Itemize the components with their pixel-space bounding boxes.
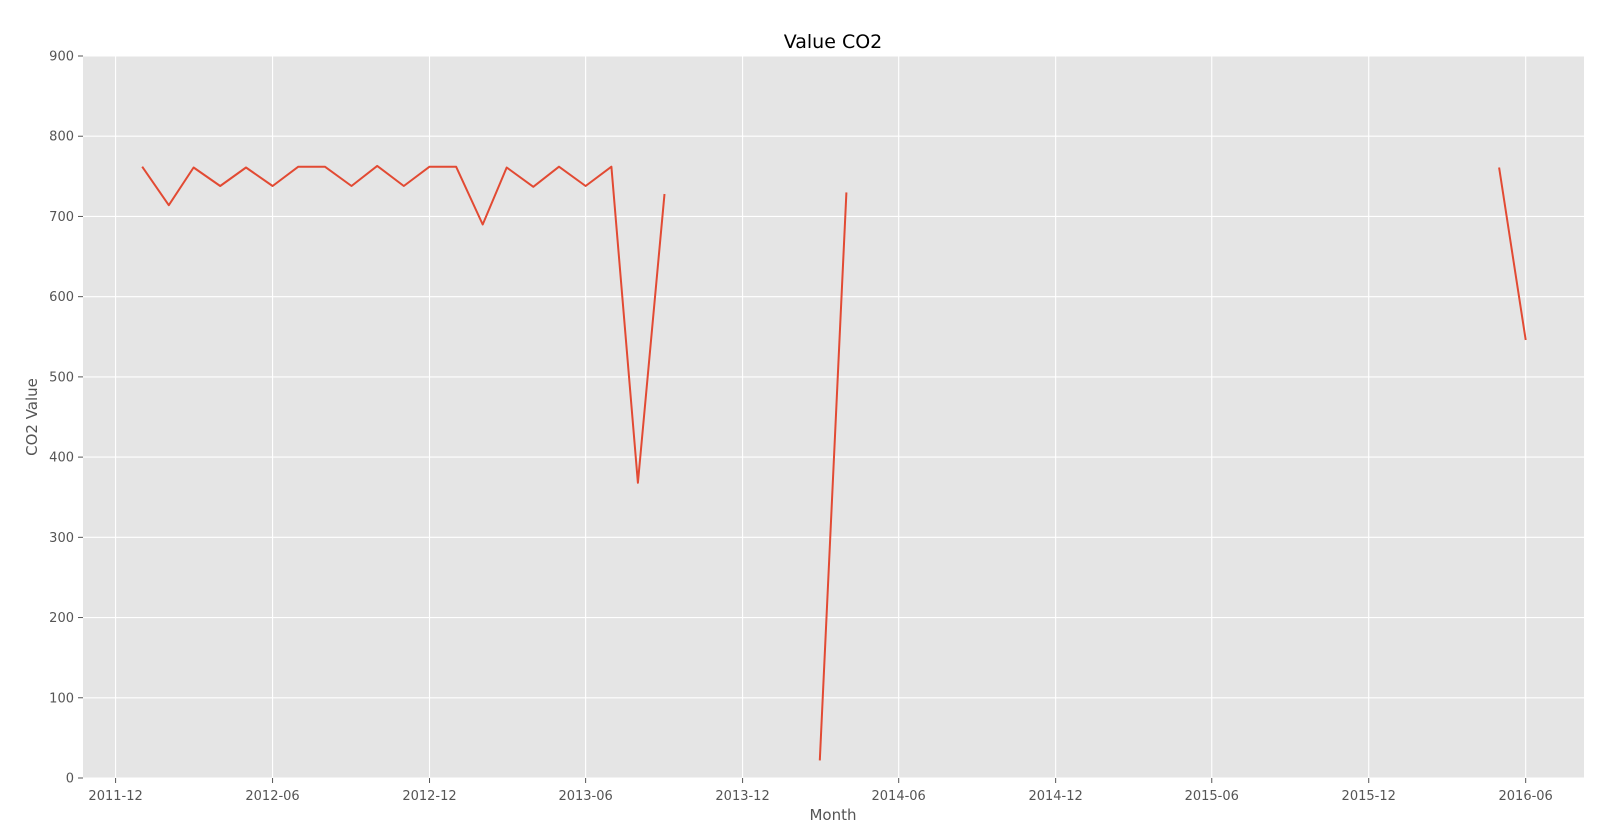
chart-title: Value CO2	[784, 31, 883, 53]
y-tick-label: 400	[49, 451, 74, 466]
y-tick-label: 100	[49, 691, 74, 706]
y-tick-label: 500	[49, 370, 74, 385]
y-tick-label: 700	[49, 210, 74, 225]
series-line-segment-1	[818, 192, 848, 761]
y-tick-label: 600	[49, 290, 74, 305]
series-group	[141, 164, 1527, 761]
x-tick-label: 2013-06	[558, 789, 612, 804]
y-tick-label: 200	[49, 611, 74, 626]
x-grid	[115, 56, 1527, 778]
series-line-segment-0	[141, 164, 666, 484]
y-axis-title: CO2 Value	[23, 378, 41, 456]
x-tick-labels: 2011-12 2012-06 2012-12 2013-06 2013-12 2014-…	[88, 778, 1553, 804]
x-tick-label: 2013-12	[715, 789, 769, 804]
x-tick-label: 2011-12	[88, 789, 142, 804]
y-tick-label: 900	[49, 50, 74, 65]
y-tick-label: 800	[49, 130, 74, 145]
y-tick-label: 0	[66, 772, 74, 787]
x-tick-label: 2015-06	[1185, 789, 1239, 804]
x-tick-label: 2016-06	[1499, 789, 1553, 804]
plot-background	[83, 56, 1584, 778]
x-tick-label: 2012-12	[402, 789, 456, 804]
y-tick-labels: 0 100 200 300 400 500 600 700 800 900	[49, 50, 83, 787]
series-line-segment-2	[1498, 167, 1527, 341]
x-tick-label: 2012-06	[245, 789, 299, 804]
x-tick-label: 2015-12	[1342, 789, 1396, 804]
x-axis-title: Month	[809, 806, 856, 824]
y-grid	[83, 55, 1584, 779]
y-tick-label: 300	[49, 531, 74, 546]
x-tick-label: 2014-06	[872, 789, 926, 804]
x-tick-label: 2014-12	[1028, 789, 1082, 804]
